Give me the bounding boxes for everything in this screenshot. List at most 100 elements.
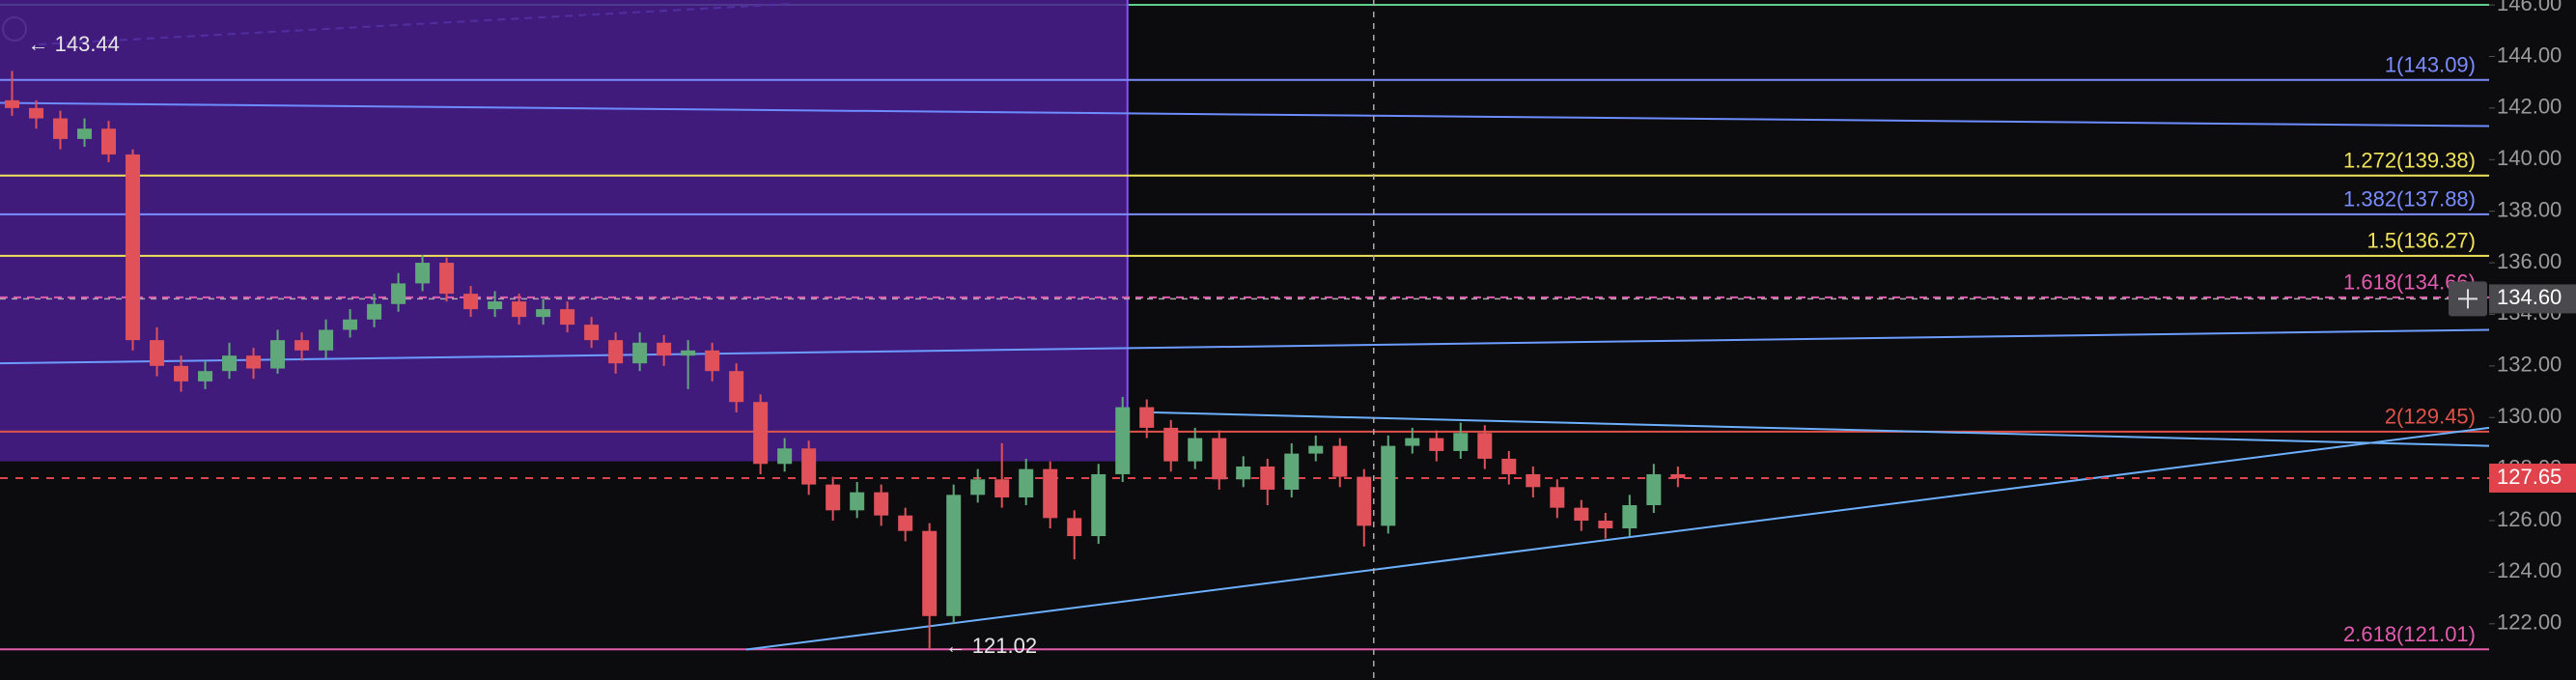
candle-body <box>1357 476 1372 526</box>
zone <box>0 0 1128 462</box>
candle-body <box>1477 433 1493 459</box>
last-price-box <box>2489 463 2576 493</box>
price-axis <box>2489 0 2576 680</box>
candle-body <box>391 283 406 304</box>
candle-body <box>367 303 382 320</box>
candle-body <box>222 355 238 372</box>
candle-body <box>801 448 817 485</box>
candle-body <box>1670 473 1686 478</box>
y-tick-label: 126.00 <box>2497 507 2562 531</box>
crosshair-plus <box>2458 289 2478 309</box>
fib-label: 1(143.09) <box>2385 53 2476 77</box>
candle-body <box>270 340 286 369</box>
candle-body <box>126 154 141 341</box>
fib-label: 1.5(136.27) <box>2366 229 2476 253</box>
candle-body <box>1574 507 1589 522</box>
candle-body <box>560 309 575 326</box>
trendline <box>0 328 2490 365</box>
candle-body <box>608 340 624 364</box>
candle-body <box>1598 521 1613 529</box>
fib-label: 2(129.45) <box>2385 405 2476 429</box>
candle-body <box>1163 427 1179 462</box>
candle-body <box>1429 438 1444 451</box>
candle-body <box>1453 433 1469 451</box>
candle-body <box>753 402 769 465</box>
candle-body <box>1236 466 1251 480</box>
price-marker: ← 121.02 <box>945 634 1037 658</box>
candle-body <box>415 263 431 284</box>
candle-body <box>898 515 913 531</box>
candle-body <box>1405 438 1420 446</box>
candle-body <box>1260 466 1275 490</box>
candle-body <box>1188 438 1203 462</box>
crosshair-box <box>2489 284 2576 314</box>
price-marker: ← 143.44 <box>28 32 120 56</box>
y-tick-label: 132.00 <box>2497 353 2562 377</box>
candle-body <box>319 329 334 351</box>
candle-body <box>246 355 262 369</box>
candle-body <box>77 128 93 139</box>
candle-body <box>681 350 696 356</box>
candle-body <box>850 492 865 511</box>
y-tick-label: 144.00 <box>2497 42 2562 67</box>
y-tick-label: 124.00 <box>2497 558 2562 582</box>
candle-body <box>150 340 165 366</box>
candle-body <box>294 340 310 351</box>
last-price-label: 127.65 <box>2497 465 2562 489</box>
candle-body <box>632 342 648 364</box>
candle-body <box>343 319 358 330</box>
candle-body <box>826 484 841 511</box>
trendline <box>1149 411 2490 447</box>
fib-label: 2.618(121.01) <box>2343 622 2476 646</box>
candle-body <box>584 325 600 341</box>
y-tick-label: 138.00 <box>2497 197 2562 221</box>
candle-body <box>439 263 455 295</box>
candle-body <box>1115 407 1131 474</box>
candle-body <box>946 495 962 616</box>
crosshair-label: 134.60 <box>2497 285 2562 309</box>
candle-body <box>488 301 503 310</box>
candle-body <box>29 107 44 119</box>
candle-body <box>1550 487 1565 508</box>
candle-body <box>174 365 189 382</box>
candle-body <box>101 128 117 155</box>
candle-body <box>53 118 69 139</box>
y-tick-label: 140.00 <box>2497 146 2562 170</box>
fib-label: 1.382(137.88) <box>2343 187 2476 212</box>
candle-body <box>1646 473 1662 505</box>
y-tick-label: 130.00 <box>2497 404 2562 428</box>
candle-body <box>1526 473 1541 488</box>
candle-body <box>874 492 889 516</box>
candle-body <box>1622 504 1638 529</box>
candle-body <box>994 479 1010 497</box>
candle-body <box>5 99 20 108</box>
trendline <box>0 101 2490 128</box>
candle-body <box>1067 518 1082 537</box>
candle-body <box>1043 468 1058 519</box>
candle-body <box>1332 445 1348 477</box>
candle-body <box>1308 445 1324 454</box>
candle-body <box>1019 468 1034 497</box>
candle-body <box>198 371 213 382</box>
candle-body <box>463 294 479 310</box>
candle-body <box>1212 438 1227 480</box>
candle-body <box>705 350 720 372</box>
y-tick-label: 146.00 <box>2497 0 2562 15</box>
candle-body <box>1284 453 1300 490</box>
candle-body <box>922 530 938 616</box>
candle-body <box>1501 458 1517 474</box>
y-tick-label: 142.00 <box>2497 95 2562 119</box>
candle-body <box>512 301 527 318</box>
candle-body <box>536 309 551 318</box>
fib-label: 1.272(139.38) <box>2343 149 2476 173</box>
y-tick-label: 122.00 <box>2497 610 2562 635</box>
trendline <box>745 426 2490 651</box>
y-tick-label: 136.00 <box>2497 249 2562 273</box>
candle-body <box>729 371 744 403</box>
candle-body <box>1381 445 1396 526</box>
candle-body <box>1091 473 1106 537</box>
candle-body <box>657 342 672 356</box>
candle-body <box>970 479 986 496</box>
candle-body <box>1139 407 1155 428</box>
